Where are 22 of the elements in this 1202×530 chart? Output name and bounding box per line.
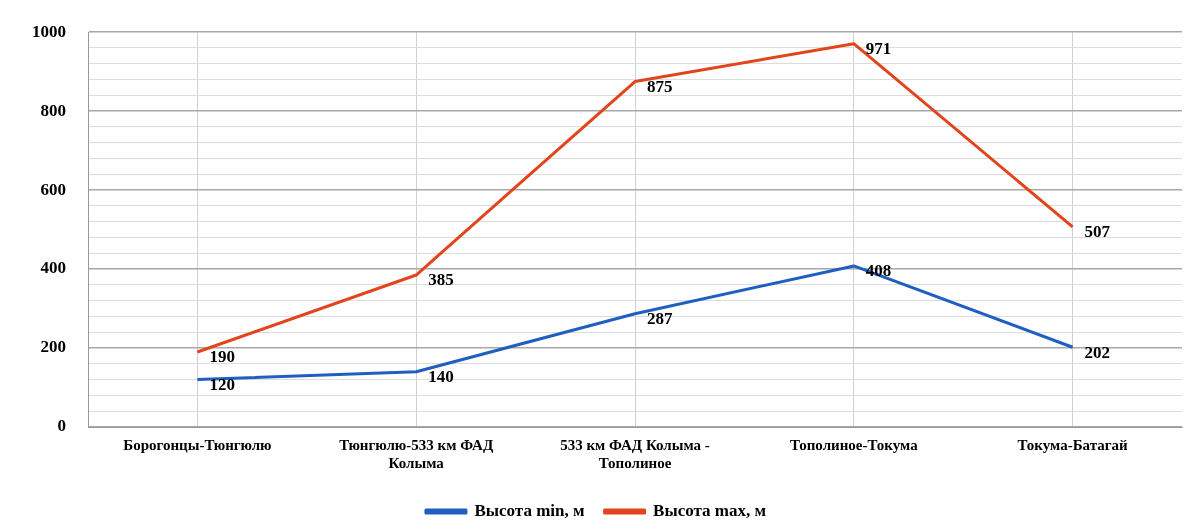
- y-tick-label: 0: [57, 416, 66, 436]
- y-tick-label: 200: [40, 337, 66, 357]
- data-label: 287: [647, 309, 673, 329]
- legend-label: Высота max, м: [653, 500, 767, 520]
- x-tick-label: Токума-Батагай: [1017, 436, 1129, 453]
- x-tick-label: Борогонцы-Тюнгюлю: [123, 436, 272, 453]
- data-label: 140: [428, 367, 454, 387]
- data-label: 190: [209, 347, 235, 367]
- data-label: 120: [209, 375, 235, 395]
- x-tick-label: Тюнгюлю-533 км ФАД Колыма: [339, 436, 494, 471]
- x-tick-label: 533 км ФАД Колыма - Тополиное: [560, 436, 710, 471]
- data-label: 385: [428, 270, 454, 290]
- data-label: 507: [1084, 222, 1111, 242]
- data-label: 971: [865, 39, 892, 59]
- data-label: 202: [1084, 342, 1111, 362]
- y-tick-label: 400: [40, 258, 66, 278]
- data-label: 875: [647, 76, 673, 96]
- y-tick-label: 1000: [32, 21, 66, 41]
- y-tick-label: 800: [40, 100, 66, 120]
- y-tick-label: 600: [40, 179, 66, 199]
- x-tick-label: Тополиное-Токума: [789, 436, 919, 453]
- legend-label: Высота min, м: [474, 500, 586, 520]
